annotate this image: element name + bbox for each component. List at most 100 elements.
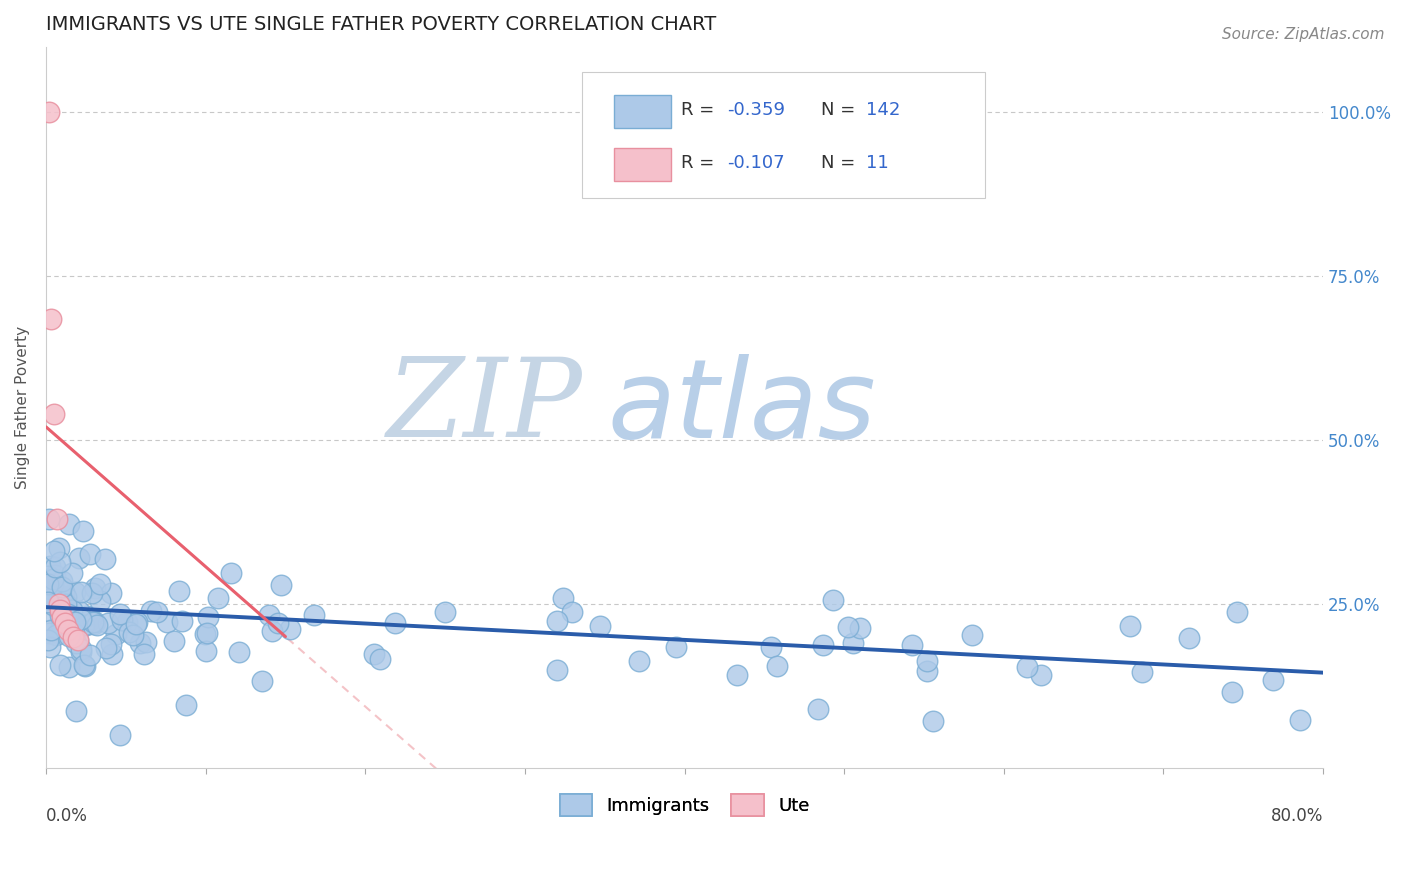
Legend: Immigrants, Ute: Immigrants, Ute: [553, 787, 817, 823]
Point: [100, 647, 122, 661]
Point: [73, 658, 96, 673]
Point: [197, 610, 219, 624]
Point: [38, 604, 60, 618]
Point: [207, 591, 229, 605]
Point: [58, 607, 80, 621]
Point: [368, 652, 391, 666]
Point: [62, 626, 84, 640]
Text: 11: 11: [866, 154, 889, 172]
Point: [58, 516, 80, 531]
Point: [66, 632, 89, 647]
Y-axis label: Single Father Poverty: Single Father Poverty: [15, 326, 30, 489]
Point: [1130, 665, 1153, 679]
Text: N =: N =: [821, 154, 862, 172]
Point: [45, 628, 67, 642]
Point: [69, 645, 91, 659]
Point: [849, 621, 872, 635]
Point: [842, 635, 865, 649]
Text: 80.0%: 80.0%: [1271, 807, 1323, 825]
Point: [72, 524, 94, 538]
Point: [561, 605, 583, 619]
Point: [384, 616, 406, 631]
Text: R =: R =: [681, 102, 720, 120]
Point: [104, 627, 127, 641]
Point: [46, 511, 69, 525]
Point: [146, 606, 169, 620]
Point: [1119, 619, 1142, 633]
Point: [37, 569, 59, 583]
Point: [83, 617, 105, 632]
Point: [38, 640, 60, 655]
Point: [75, 659, 97, 673]
Point: [262, 624, 284, 639]
Point: [129, 636, 152, 650]
Point: [97, 615, 120, 630]
Point: [250, 673, 273, 688]
Point: [80, 612, 103, 626]
Point: [170, 614, 193, 628]
Point: [66, 632, 89, 647]
Point: [125, 616, 148, 631]
Point: [434, 605, 457, 619]
Point: [219, 566, 242, 581]
Point: [37, 595, 59, 609]
Point: [48, 597, 70, 611]
Point: [589, 619, 612, 633]
Point: [42, 598, 65, 612]
Point: [167, 584, 190, 599]
Point: [89, 594, 111, 608]
Point: [82, 586, 104, 600]
Point: [915, 654, 938, 668]
Point: [49, 618, 72, 632]
Point: [960, 628, 983, 642]
Point: [60, 566, 83, 581]
Point: [127, 615, 149, 629]
Point: [58, 629, 80, 643]
Point: [44, 567, 66, 582]
Point: [58, 607, 80, 621]
Point: [84, 581, 107, 595]
Point: [38, 625, 60, 640]
Point: [823, 592, 845, 607]
Point: [49, 554, 72, 568]
Point: [139, 604, 162, 618]
Point: [42, 572, 65, 586]
Point: [58, 623, 80, 637]
Point: [921, 714, 943, 728]
Point: [49, 603, 72, 617]
Point: [89, 577, 111, 591]
Text: 0.0%: 0.0%: [46, 807, 87, 825]
Point: [546, 664, 568, 678]
Point: [51, 610, 73, 624]
Point: [63, 615, 86, 630]
Point: [39, 588, 62, 602]
Point: [94, 641, 117, 656]
Point: [51, 580, 73, 594]
Text: R =: R =: [681, 154, 720, 172]
Text: atlas: atlas: [607, 354, 876, 460]
Point: [73, 618, 96, 632]
Point: [70, 641, 93, 656]
Point: [62, 630, 84, 644]
Point: [82, 615, 104, 629]
Point: [42, 582, 65, 596]
Point: [1177, 631, 1199, 645]
Point: [100, 637, 122, 651]
Point: [915, 664, 938, 678]
Point: [53, 585, 76, 599]
Point: [48, 541, 70, 555]
Point: [70, 585, 93, 599]
Point: [38, 105, 60, 120]
Text: Source: ZipAtlas.com: Source: ZipAtlas.com: [1222, 27, 1385, 42]
Point: [65, 704, 87, 718]
Point: [761, 640, 783, 654]
Point: [135, 635, 157, 649]
Point: [49, 582, 72, 597]
Point: [174, 698, 197, 712]
Point: [39, 582, 62, 596]
Point: [807, 702, 830, 716]
Point: [49, 658, 72, 673]
Point: [41, 577, 63, 591]
Point: [1289, 713, 1312, 727]
Point: [766, 658, 789, 673]
